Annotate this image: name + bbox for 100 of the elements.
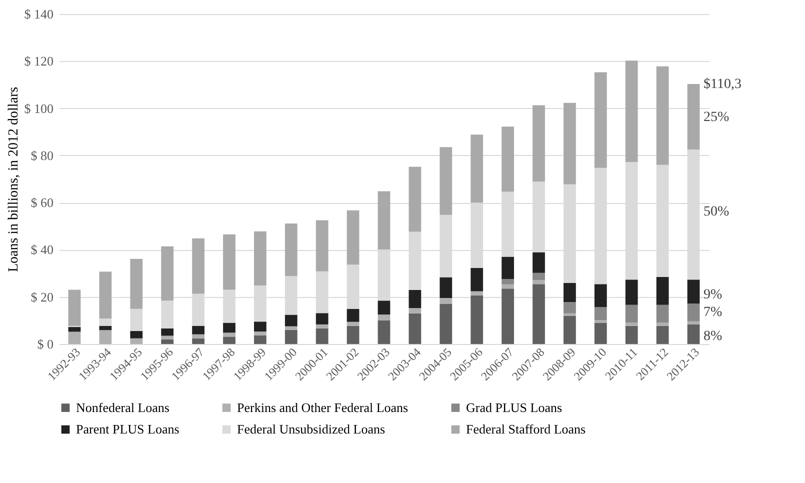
- bar: [254, 336, 266, 344]
- bar: [656, 304, 669, 323]
- y-tick-label: $ 80: [30, 148, 54, 163]
- annotation: 9%: [704, 288, 723, 303]
- bar: [564, 313, 576, 316]
- bar: [594, 72, 607, 168]
- bar: [502, 126, 514, 192]
- bar: [316, 324, 328, 328]
- bar: [378, 300, 390, 315]
- bar: [346, 210, 360, 265]
- y-tick-label: $ 100: [24, 100, 54, 116]
- bar: [99, 326, 112, 330]
- bar: [161, 300, 174, 328]
- bar: [316, 313, 328, 324]
- bar: [346, 322, 360, 326]
- bar: [161, 336, 174, 340]
- bar: [68, 290, 81, 326]
- bar: [656, 322, 669, 326]
- annotation: $110,3: [704, 77, 742, 92]
- bar: [223, 336, 236, 344]
- bar: [130, 331, 143, 338]
- bar: [440, 304, 452, 344]
- annotation: 7%: [704, 304, 723, 320]
- bar: [378, 191, 390, 250]
- bar: [470, 295, 484, 344]
- bar: [99, 272, 112, 319]
- bar: [223, 332, 236, 337]
- bar: [161, 339, 174, 344]
- bar: [625, 322, 638, 326]
- bar: [254, 332, 266, 336]
- bar: [625, 326, 638, 344]
- bar: [532, 280, 545, 284]
- bar: [68, 332, 81, 344]
- bar: [532, 284, 545, 344]
- bar: [408, 308, 422, 314]
- bar: [656, 66, 669, 165]
- bar: [346, 326, 360, 344]
- legend-label: Grad PLUS Loans: [466, 400, 562, 415]
- bar: [656, 277, 669, 305]
- bar: [625, 304, 638, 323]
- bar: [68, 327, 81, 332]
- legend-label: Perkins and Other Federal Loans: [237, 400, 408, 415]
- legend-label: Parent PLUS Loans: [76, 422, 180, 436]
- bar: [408, 166, 422, 232]
- bar: [161, 246, 174, 301]
- bar: [687, 84, 700, 150]
- bar: [130, 338, 143, 344]
- bar: [625, 60, 638, 162]
- bar: [594, 284, 607, 307]
- bar: [408, 290, 422, 308]
- y-tick-label: $ 40: [30, 242, 54, 258]
- bar: [470, 134, 484, 203]
- bar: [687, 303, 700, 322]
- bar: [408, 313, 422, 344]
- bar: [440, 147, 452, 215]
- bar: [378, 320, 390, 344]
- y-tick-label: $ 20: [30, 289, 54, 304]
- bar: [192, 338, 204, 344]
- bar: [687, 324, 700, 344]
- bar: [564, 302, 576, 314]
- bar: [532, 252, 545, 273]
- bar: [192, 326, 204, 334]
- bar: [502, 279, 514, 284]
- y-tick-label: $ 60: [30, 195, 54, 210]
- annotation: 8%: [704, 328, 723, 344]
- bar: [223, 234, 236, 290]
- bar: [440, 298, 452, 304]
- bar: [316, 328, 328, 344]
- bar: [130, 258, 143, 309]
- annotation: 25%: [704, 110, 730, 126]
- bar: [223, 322, 236, 333]
- bar: [594, 320, 607, 323]
- bar: [532, 272, 545, 280]
- bar: [99, 330, 112, 344]
- bar: [564, 102, 576, 184]
- bar: [564, 282, 576, 302]
- bar: [532, 105, 545, 182]
- bar: [502, 284, 514, 289]
- bar: [378, 314, 390, 320]
- y-tick-label: $ 0: [37, 336, 54, 352]
- bar: [284, 224, 298, 276]
- y-tick-label: $ 140: [24, 6, 54, 22]
- bar: [502, 256, 514, 280]
- bar: [99, 318, 112, 326]
- bar: [470, 291, 484, 296]
- bar: [625, 280, 638, 305]
- y-tick-label: $ 120: [24, 54, 54, 69]
- bar: [284, 326, 298, 330]
- annotation: 50%: [704, 204, 730, 220]
- bar: [284, 330, 298, 344]
- bar: [564, 316, 576, 344]
- y-axis-title: Loans in billions, in 2012 dollars: [6, 86, 22, 272]
- bar: [502, 288, 514, 344]
- bar: [161, 328, 174, 336]
- bar: [687, 321, 700, 324]
- bar: [656, 326, 669, 344]
- legend-label: Federal Stafford Loans: [466, 422, 586, 436]
- bar: [470, 268, 484, 292]
- bar: [284, 314, 298, 326]
- legend-label: Nonfederal Loans: [76, 400, 170, 415]
